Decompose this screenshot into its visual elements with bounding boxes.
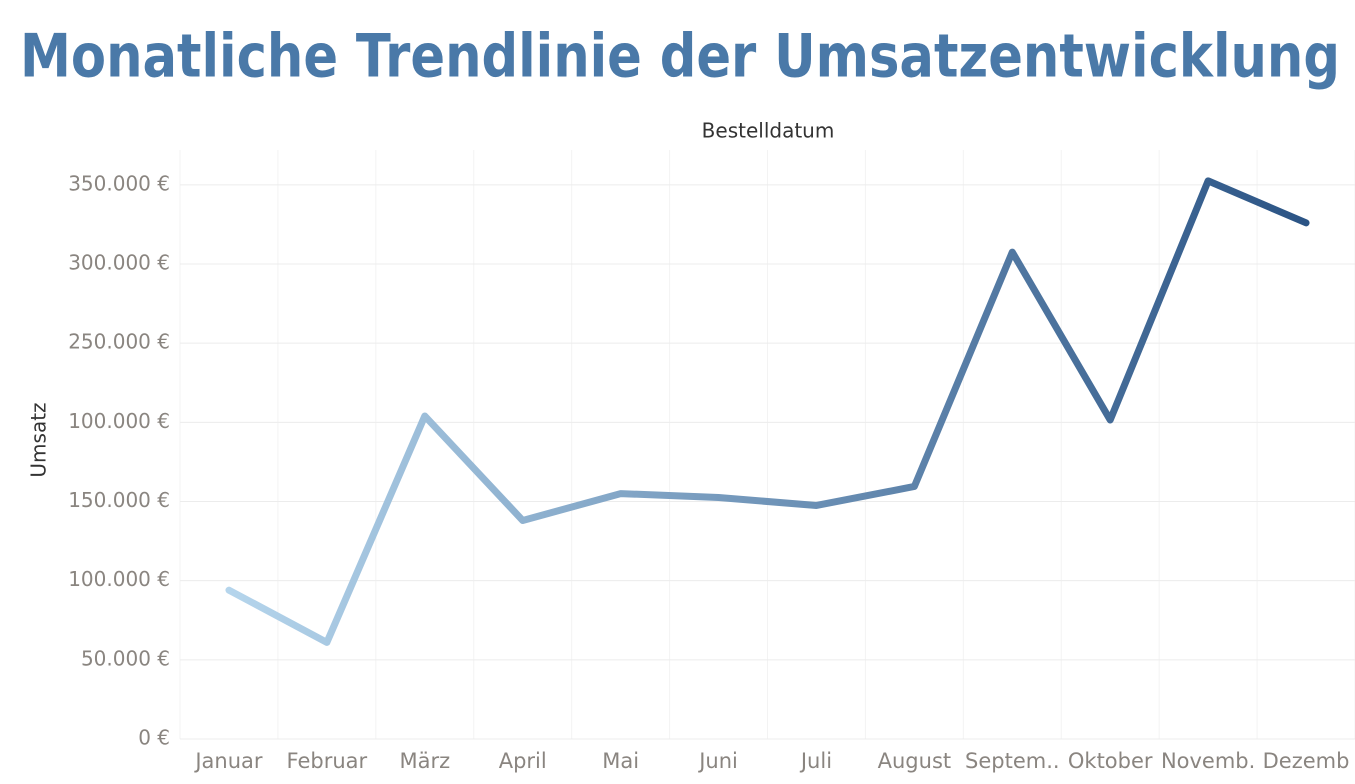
y-tick-label: 50.000 € bbox=[81, 646, 170, 670]
x-axis-title: Bestelldatum bbox=[702, 119, 835, 143]
trend-line bbox=[225, 177, 1310, 646]
y-tick-label: 100.000 € bbox=[68, 567, 170, 591]
x-tick-label: Mai bbox=[602, 749, 639, 773]
x-tick-label: Januar bbox=[193, 749, 263, 773]
y-tick-label: 100.000 € bbox=[68, 409, 170, 433]
x-tick-label: April bbox=[499, 749, 547, 773]
x-tick-label: Oktober bbox=[1068, 749, 1153, 773]
y-axis-title: Umsatz bbox=[27, 402, 51, 477]
x-tick-label: Septem.. bbox=[965, 749, 1060, 773]
x-tick-label: Februar bbox=[287, 749, 368, 773]
chart-title: Monatliche Trendlinie der Umsatzentwickl… bbox=[20, 22, 1340, 92]
x-tick-label: August bbox=[878, 749, 952, 773]
x-tick-label: Juni bbox=[697, 749, 738, 773]
y-tick-label: 0 € bbox=[138, 726, 170, 750]
x-tick-label: Novemb. bbox=[1161, 749, 1255, 773]
x-tick-label: Juli bbox=[799, 749, 832, 773]
y-tick-label: 300.000 € bbox=[68, 251, 170, 275]
x-tick-label: Dezemb bbox=[1263, 749, 1350, 773]
y-tick-label: 250.000 € bbox=[68, 330, 170, 354]
y-tick-label: 150.000 € bbox=[68, 488, 170, 512]
x-tick-label: März bbox=[399, 749, 450, 773]
y-tick-label: 350.000 € bbox=[68, 171, 170, 195]
